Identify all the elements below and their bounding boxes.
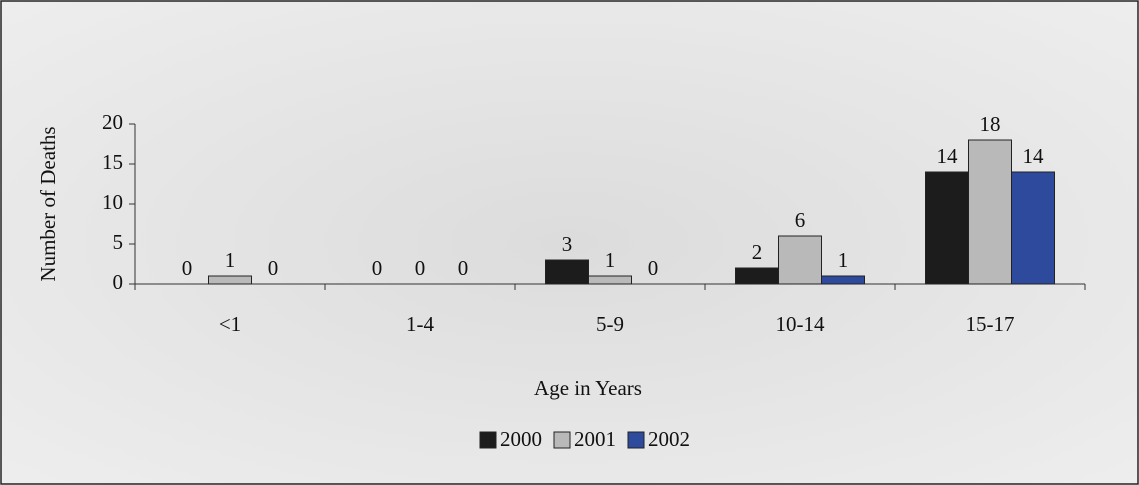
data-label: 0 (648, 256, 659, 280)
y-tick-label: 20 (102, 110, 123, 134)
bar (546, 260, 589, 284)
chart: Age in Years Number of Deaths 05101520<1… (0, 0, 1139, 485)
legend-label: 2001 (574, 427, 616, 451)
y-tick-label: 0 (113, 270, 124, 294)
bar (1012, 172, 1055, 284)
data-label: 14 (1023, 144, 1045, 168)
data-label: 3 (562, 232, 573, 256)
data-label: 18 (980, 112, 1001, 136)
bar (779, 236, 822, 284)
legend-label: 2000 (500, 427, 542, 451)
data-label: 14 (937, 144, 959, 168)
legend-swatch (628, 432, 644, 448)
data-label: 6 (795, 208, 806, 232)
data-label: 1 (838, 248, 849, 272)
data-label: 0 (458, 256, 469, 280)
y-tick-label: 5 (113, 230, 124, 254)
data-label: 2 (752, 240, 763, 264)
y-tick-label: 15 (102, 150, 123, 174)
bar (822, 276, 865, 284)
legend-swatch (554, 432, 570, 448)
legend-label: 2002 (648, 427, 690, 451)
y-tick-label: 10 (102, 190, 123, 214)
data-label: 0 (415, 256, 426, 280)
data-label: 0 (268, 256, 279, 280)
x-tick-label: 15-17 (966, 312, 1015, 336)
x-axis-title: Age in Years (534, 376, 642, 400)
x-tick-label: 1-4 (406, 312, 434, 336)
x-tick-label: 5-9 (596, 312, 624, 336)
x-tick-label: 10-14 (776, 312, 825, 336)
x-tick-label: <1 (219, 312, 241, 336)
bar (209, 276, 252, 284)
bar (926, 172, 969, 284)
data-label: 1 (605, 248, 616, 272)
bar (736, 268, 779, 284)
bar (589, 276, 632, 284)
y-axis-title: Number of Deaths (36, 126, 60, 281)
bar (969, 140, 1012, 284)
data-label: 0 (182, 256, 193, 280)
page: {"chart_data": {"type": "bar", "categori… (0, 0, 1139, 485)
legend-swatch (480, 432, 496, 448)
data-label: 0 (372, 256, 383, 280)
data-label: 1 (225, 248, 236, 272)
